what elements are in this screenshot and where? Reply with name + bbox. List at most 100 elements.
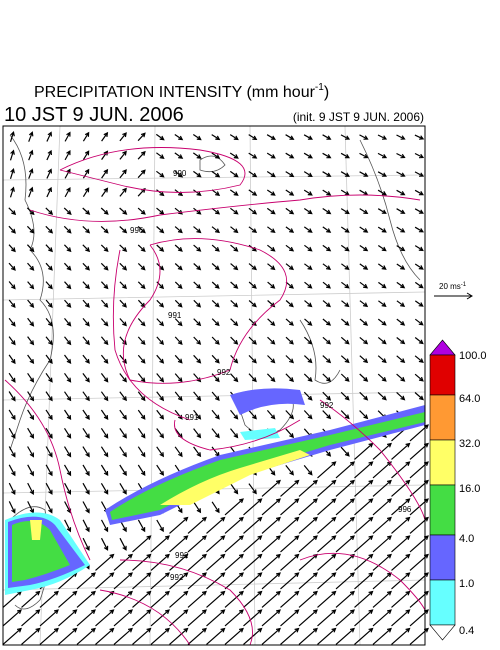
- wind-arrow: [27, 262, 35, 271]
- wind-arrow: [285, 355, 295, 364]
- wind-arrow: [303, 355, 313, 364]
- colorbar-bin: [429, 484, 456, 536]
- wind-arrow: [113, 572, 133, 590]
- wind-arrow: [58, 590, 78, 608]
- wind-arrow: [45, 299, 53, 308]
- wind-arrow: [156, 428, 165, 439]
- wind-arrow: [322, 134, 332, 140]
- wind-arrow: [119, 244, 128, 252]
- wind-arrow: [224, 516, 244, 534]
- wind-scale: 20 ms-1: [434, 282, 473, 300]
- wind-arrow: [193, 446, 202, 458]
- wind-arrow: [391, 516, 411, 534]
- wind-arrow: [156, 189, 165, 197]
- wind-arrow: [206, 590, 226, 608]
- wind-arrow: [335, 572, 355, 590]
- wind-arrow: [193, 354, 202, 364]
- wind-arrow: [137, 318, 146, 327]
- wind-arrow: [229, 170, 239, 178]
- wind-arrow: [211, 409, 220, 420]
- wind-arrow: [414, 208, 424, 214]
- wind-arrow: [335, 498, 355, 516]
- wind-arrow: [224, 572, 244, 590]
- wind-arrow: [298, 627, 318, 645]
- wind-arrow: [100, 482, 109, 495]
- wind-arrow: [27, 482, 34, 496]
- wind-arrow: [303, 336, 313, 345]
- wind-arrow: [372, 553, 392, 571]
- wind-arrow: [193, 501, 202, 514]
- wind-arrow: [64, 336, 72, 346]
- wind-arrow: [304, 244, 313, 252]
- wind-arrow: [119, 187, 127, 197]
- wind-arrow: [113, 627, 133, 645]
- wind-arrow: [46, 149, 52, 161]
- wind-arrow: [322, 391, 332, 401]
- wind-arrow: [224, 553, 244, 571]
- wind-arrow: [45, 372, 53, 383]
- wind-arrow: [248, 171, 258, 178]
- wind-arrow: [266, 410, 276, 420]
- wind-arrow: [27, 372, 35, 383]
- wind-arrow: [82, 354, 90, 364]
- wind-arrow: [64, 318, 72, 327]
- wind-arrow: [359, 410, 369, 420]
- wind-arrow: [95, 609, 115, 627]
- wind-arrow: [46, 186, 52, 198]
- colorbar-bin: [429, 439, 456, 486]
- pressure-contours: [4, 147, 426, 646]
- wind-arrow: [359, 226, 369, 233]
- wind-arrow: [27, 317, 35, 327]
- wind-arrow: [137, 428, 146, 439]
- wind-arrow: [8, 262, 16, 271]
- wind-arrow: [193, 244, 202, 252]
- wind-arrow: [354, 498, 374, 516]
- wind-arrow: [280, 479, 300, 497]
- colorbar: [429, 339, 456, 641]
- wind-arrow: [45, 427, 53, 439]
- colorbar-label: 100.0: [459, 350, 487, 362]
- wind-arrow: [169, 609, 189, 627]
- wind-arrow: [304, 318, 313, 326]
- wind-arrow: [341, 281, 350, 289]
- wind-arrow: [137, 132, 146, 142]
- wind-arrow: [76, 590, 96, 608]
- wind-arrow: [335, 609, 355, 627]
- wind-arrow: [229, 189, 239, 196]
- wind-arrow: [224, 627, 244, 645]
- wind-arrow: [391, 442, 411, 460]
- wind-arrow: [261, 627, 281, 645]
- title: PRECIPITATION INTENSITY (mm hour-1): [34, 82, 329, 101]
- wind-arrow: [113, 553, 133, 571]
- wind-arrow: [150, 572, 170, 590]
- wind-arrow: [137, 299, 146, 308]
- wind-arrow: [303, 152, 313, 159]
- wind-arrow: [396, 152, 406, 159]
- wind-arrow: [261, 535, 281, 553]
- wind-arrow: [230, 373, 239, 383]
- wind-arrow: [82, 482, 90, 495]
- wind-arrow: [82, 318, 90, 327]
- wind-arrow: [100, 336, 109, 346]
- wind-arrow: [280, 516, 300, 534]
- wind-arrow: [340, 244, 350, 252]
- wind-arrow: [317, 590, 337, 608]
- wind-arrow: [243, 590, 263, 608]
- wind-arrow: [132, 590, 152, 608]
- wind-arrow: [317, 553, 337, 571]
- wind-arrow: [230, 263, 239, 271]
- wind-arrow: [82, 427, 90, 439]
- wind-arrow: [82, 244, 91, 253]
- wind-arrow: [45, 244, 53, 253]
- wind-arrow: [335, 535, 355, 553]
- wind-arrow: [100, 373, 109, 383]
- wind-arrow: [378, 300, 387, 307]
- wind-arrow: [303, 410, 313, 420]
- wind-arrow: [82, 207, 91, 215]
- wind-arrow: [322, 336, 332, 345]
- wind-arrow: [150, 590, 170, 608]
- wind-arrow: [285, 410, 295, 420]
- colorbar-under: [429, 624, 456, 641]
- wind-arrow: [248, 373, 257, 383]
